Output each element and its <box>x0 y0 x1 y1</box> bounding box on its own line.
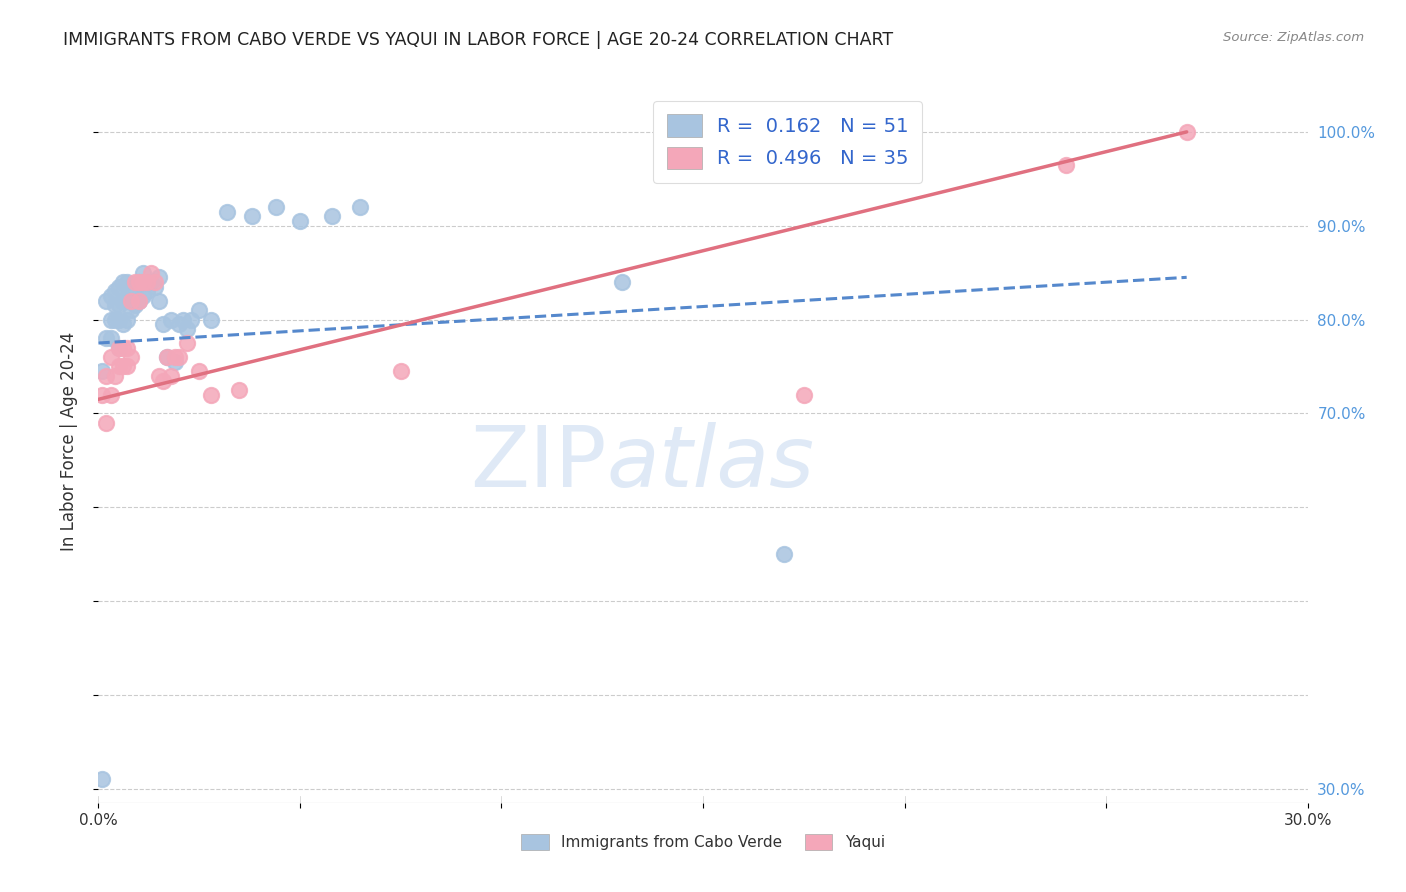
Point <box>349 200 371 214</box>
Point <box>115 275 138 289</box>
Point <box>180 312 202 326</box>
Point <box>1054 158 1077 172</box>
Text: Source: ZipAtlas.com: Source: ZipAtlas.com <box>1223 31 1364 45</box>
Point <box>103 298 125 312</box>
Point <box>128 293 150 308</box>
Point <box>156 350 179 364</box>
Point <box>115 341 138 355</box>
Point <box>200 312 222 326</box>
Point <box>111 275 134 289</box>
Point <box>132 266 155 280</box>
Point <box>111 318 134 332</box>
Point <box>120 293 142 308</box>
Point <box>148 270 170 285</box>
Point <box>96 368 118 383</box>
Point <box>107 312 129 326</box>
Point <box>188 303 211 318</box>
Point <box>167 318 190 332</box>
Point <box>240 210 263 224</box>
Point <box>167 350 190 364</box>
Point <box>172 312 194 326</box>
Point <box>111 341 134 355</box>
Point <box>143 279 166 293</box>
Point <box>163 350 186 364</box>
Point <box>115 293 138 308</box>
Point <box>96 416 118 430</box>
Point <box>288 214 311 228</box>
Legend: Immigrants from Cabo Verde, Yaqui: Immigrants from Cabo Verde, Yaqui <box>515 829 891 856</box>
Point <box>111 293 134 308</box>
Point <box>120 350 142 364</box>
Point <box>103 312 125 326</box>
Point <box>100 312 122 326</box>
Point <box>163 355 186 369</box>
Point <box>96 293 118 308</box>
Point <box>100 289 122 303</box>
Point <box>120 279 142 293</box>
Point <box>91 364 114 378</box>
Point <box>152 374 174 388</box>
Point <box>228 383 250 397</box>
Point <box>100 350 122 364</box>
Point <box>152 318 174 332</box>
Point <box>128 275 150 289</box>
Point <box>124 275 146 289</box>
Point <box>132 275 155 289</box>
Point <box>160 368 183 383</box>
Point <box>124 285 146 299</box>
Point <box>100 331 122 345</box>
Point <box>217 204 239 219</box>
Point <box>612 275 634 289</box>
Point <box>148 368 170 383</box>
Point <box>156 350 179 364</box>
Point <box>321 210 343 224</box>
Point <box>91 772 114 787</box>
Point <box>107 341 129 355</box>
Point <box>135 275 157 289</box>
Text: IMMIGRANTS FROM CABO VERDE VS YAQUI IN LABOR FORCE | AGE 20-24 CORRELATION CHART: IMMIGRANTS FROM CABO VERDE VS YAQUI IN L… <box>63 31 893 49</box>
Y-axis label: In Labor Force | Age 20-24: In Labor Force | Age 20-24 <box>59 332 77 551</box>
Text: atlas: atlas <box>606 422 814 505</box>
Point <box>160 312 183 326</box>
Point <box>103 285 125 299</box>
Point <box>128 275 150 289</box>
Point <box>143 275 166 289</box>
Point <box>139 266 162 280</box>
Point <box>200 387 222 401</box>
Point <box>772 547 794 561</box>
Point <box>124 298 146 312</box>
Point <box>139 275 162 289</box>
Point <box>120 303 142 318</box>
Point <box>148 293 170 308</box>
Point <box>107 298 129 312</box>
Point <box>103 368 125 383</box>
Point <box>107 359 129 374</box>
Point <box>96 331 118 345</box>
Point <box>111 359 134 374</box>
Point <box>128 293 150 308</box>
Point <box>107 341 129 355</box>
Point <box>91 387 114 401</box>
Point <box>176 322 198 336</box>
Point <box>132 289 155 303</box>
Point <box>264 200 287 214</box>
Point <box>793 387 815 401</box>
Point <box>176 336 198 351</box>
Point <box>115 312 138 326</box>
Point <box>135 285 157 299</box>
Point <box>100 387 122 401</box>
Point <box>107 279 129 293</box>
Point <box>115 359 138 374</box>
Text: ZIP: ZIP <box>470 422 606 505</box>
Point <box>1175 125 1198 139</box>
Point <box>389 364 412 378</box>
Point <box>188 364 211 378</box>
